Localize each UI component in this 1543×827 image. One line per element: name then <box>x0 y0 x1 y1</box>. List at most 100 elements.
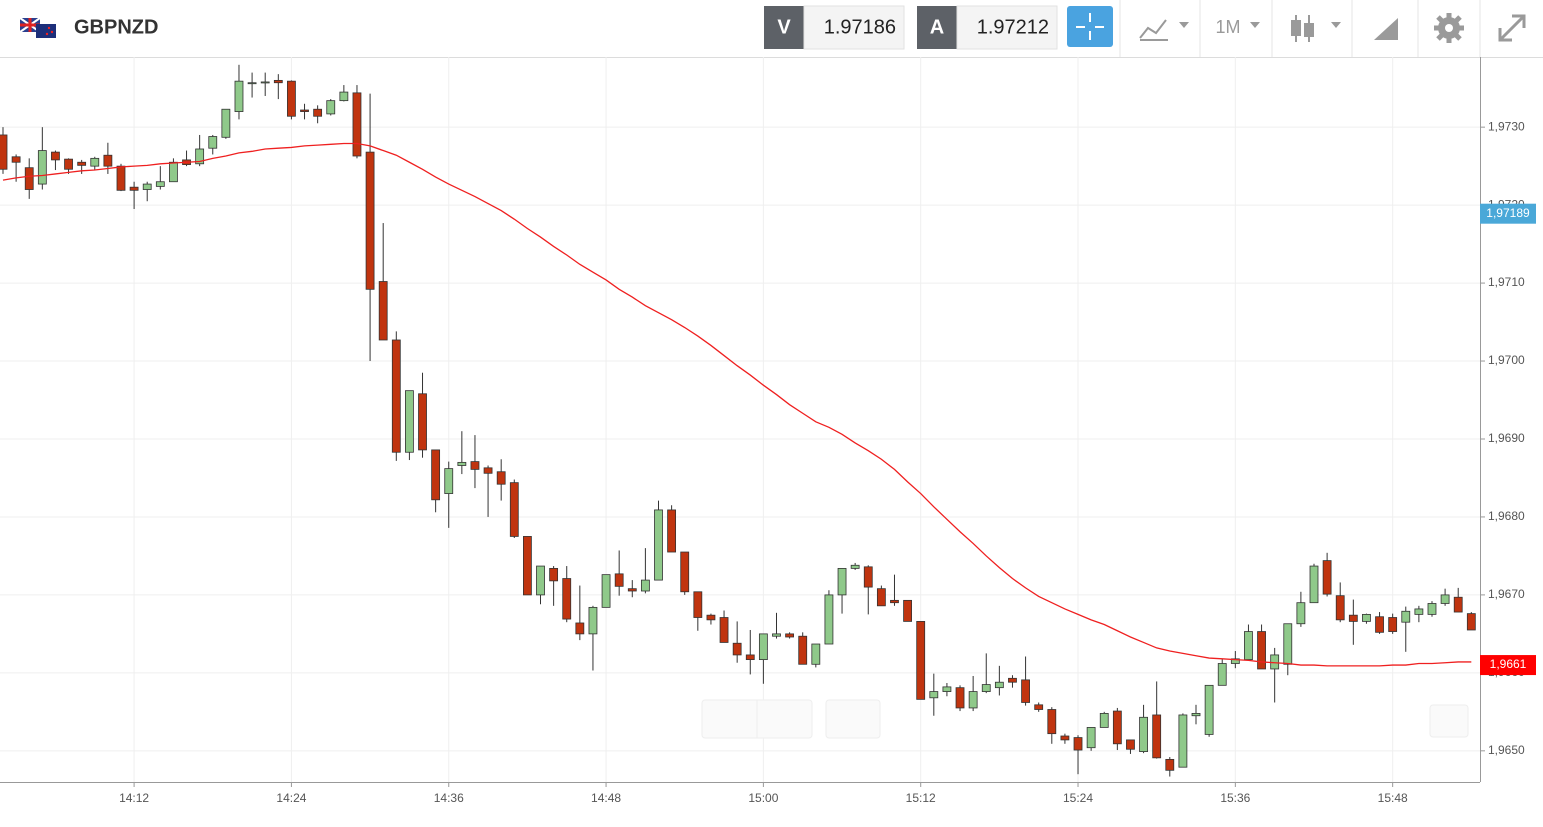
candle-body <box>1191 712 1201 717</box>
candle-body <box>1086 727 1096 749</box>
candle-body <box>772 633 781 637</box>
candle-body <box>90 157 100 167</box>
candle-body <box>890 599 899 604</box>
candle-body <box>418 393 427 451</box>
candle-body <box>0 134 8 170</box>
y-tick-label: 1,9700 <box>1488 353 1525 367</box>
y-tick-label: 1,9730 <box>1488 119 1525 133</box>
timeframe-caret <box>1250 22 1260 28</box>
candle-body <box>1073 737 1083 751</box>
candle-body <box>1257 631 1266 670</box>
candle-body <box>916 621 926 700</box>
x-tick-label: 15:00 <box>748 791 778 805</box>
toolbar: GBPNZD V 1.97186 A 1.97212 1M <box>0 0 1543 58</box>
candle-body <box>1414 608 1424 615</box>
candle-body <box>994 681 1004 689</box>
crosshair-button[interactable] <box>1067 6 1113 47</box>
ask-box[interactable] <box>956 5 1058 50</box>
candle-body <box>876 588 886 607</box>
candle-body <box>1152 714 1162 759</box>
candle-body <box>64 158 73 170</box>
candle-body <box>1047 709 1057 735</box>
candle-body <box>431 449 441 501</box>
candle-body <box>903 599 912 622</box>
candle-body <box>11 156 21 163</box>
candle-body <box>1244 631 1253 661</box>
candle-body <box>1453 596 1463 613</box>
candle-body <box>1112 710 1122 745</box>
candle-body <box>24 167 34 190</box>
candle-body <box>758 633 768 661</box>
candle-body <box>1348 614 1358 622</box>
candle-body <box>77 161 87 166</box>
candle-body <box>208 136 218 149</box>
candle-body <box>496 471 506 485</box>
candle-body <box>601 574 611 608</box>
x-tick-label: 15:48 <box>1378 791 1408 805</box>
candle-body <box>1427 603 1437 615</box>
candle-body <box>693 591 703 618</box>
candle-body <box>824 594 834 645</box>
timeframe[interactable]: 1M <box>1215 17 1240 37</box>
flag-icon <box>19 17 56 38</box>
ask-label: A <box>930 16 944 38</box>
candles-button[interactable] <box>1291 15 1341 42</box>
settings-button[interactable] <box>1434 13 1464 43</box>
candle-body <box>1309 565 1319 604</box>
bid-price: 1.97186 <box>824 16 896 38</box>
candle-body <box>1362 613 1371 622</box>
candle-body <box>942 686 952 692</box>
candle-body <box>1401 610 1411 623</box>
y-tick-label: 1,9680 <box>1488 509 1525 523</box>
drawing-button[interactable] <box>1374 18 1398 40</box>
candle-body <box>444 468 454 494</box>
candle-body <box>1217 663 1227 686</box>
price-marker-label: 1,97189 <box>1486 206 1530 220</box>
candle-body <box>1099 712 1109 728</box>
candle-body <box>1335 595 1345 621</box>
y-tick-label: 1,9690 <box>1488 431 1525 445</box>
candle-body <box>1230 658 1240 664</box>
candle-body <box>1466 613 1476 631</box>
bid-box[interactable] <box>803 5 905 50</box>
ask-badge[interactable] <box>917 6 957 49</box>
candle-body <box>1283 623 1293 665</box>
candle-body <box>955 687 965 709</box>
candle-body <box>863 566 873 588</box>
x-tick-label: 14:36 <box>434 791 464 805</box>
overlay-controls <box>701 699 1469 739</box>
candle-body <box>391 339 401 453</box>
candle-body <box>627 588 637 592</box>
candle-body <box>575 622 585 635</box>
x-tick-label: 14:48 <box>591 791 621 805</box>
candle-body <box>234 80 244 112</box>
candle-body <box>850 564 860 569</box>
candle-body <box>260 81 270 84</box>
candle-body <box>352 92 362 157</box>
x-tick-label: 15:12 <box>906 791 936 805</box>
candle-body <box>116 165 126 191</box>
candle-body <box>273 79 283 84</box>
ghost-button[interactable] <box>1429 704 1469 738</box>
candle-body <box>1008 677 1017 683</box>
ghost-button[interactable] <box>825 699 881 739</box>
candle-body <box>536 565 545 596</box>
price-marker <box>1480 655 1536 676</box>
candle-body <box>1021 679 1030 703</box>
bid-badge[interactable] <box>764 6 804 49</box>
candle-body <box>588 606 598 635</box>
candle-body <box>798 635 808 665</box>
candle-body <box>51 151 60 161</box>
toolbar-separators <box>1119 0 1481 57</box>
chart-type-button[interactable] <box>1139 19 1189 41</box>
fullscreen-button[interactable] <box>1498 14 1526 42</box>
plot-area: 1,96501,96601,96701,96801,96901,97001,97… <box>0 57 1536 805</box>
candle-body <box>1375 616 1384 633</box>
symbol: GBPNZD <box>74 16 158 38</box>
candle-body <box>103 154 113 167</box>
candle-body <box>326 100 336 115</box>
candle-body <box>523 536 532 596</box>
candle-body <box>1126 739 1135 750</box>
candle-body <box>287 80 296 117</box>
